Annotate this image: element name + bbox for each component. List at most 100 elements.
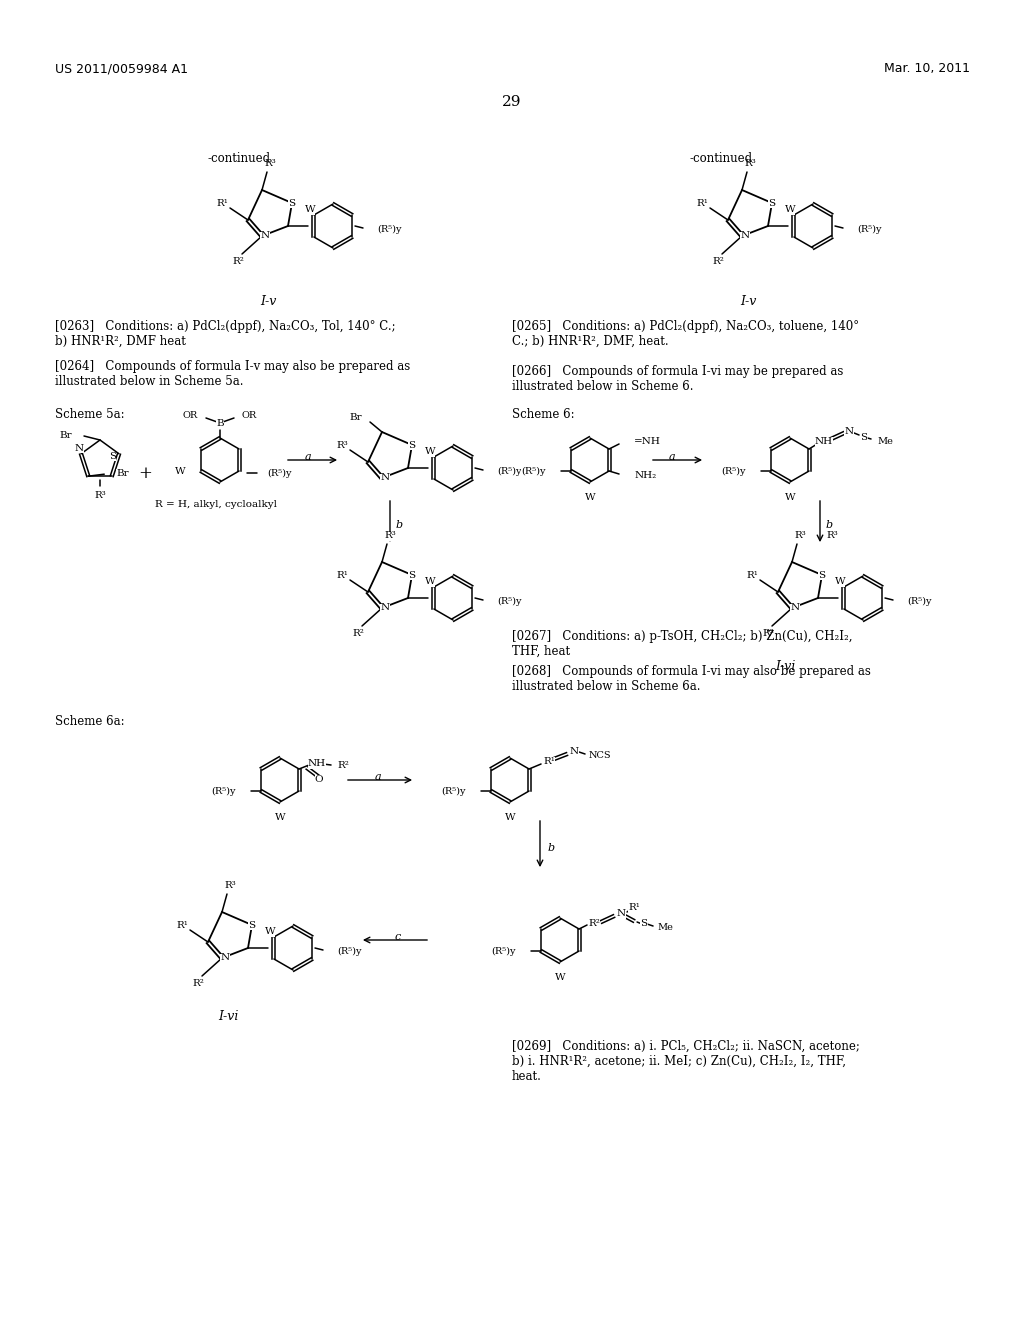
- Text: NH: NH: [815, 437, 834, 446]
- Text: R²: R²: [352, 630, 364, 639]
- Text: (R⁵)y: (R⁵)y: [521, 466, 546, 475]
- Text: N: N: [569, 747, 579, 756]
- Text: W: W: [425, 578, 435, 586]
- Text: W: W: [784, 492, 796, 502]
- Text: +: +: [138, 465, 152, 482]
- Text: Me: Me: [657, 923, 673, 932]
- Text: N: N: [381, 603, 389, 612]
- Text: =NH: =NH: [634, 437, 660, 446]
- Text: NH: NH: [308, 759, 326, 768]
- Text: I-vi: I-vi: [218, 1010, 239, 1023]
- Text: R³: R³: [224, 882, 236, 891]
- Text: R³: R³: [795, 532, 806, 540]
- Text: R²: R²: [193, 979, 204, 989]
- Text: S: S: [289, 198, 296, 207]
- Text: NH₂: NH₂: [634, 471, 656, 480]
- Text: W: W: [264, 928, 275, 936]
- Text: (R⁵)y: (R⁵)y: [857, 224, 882, 234]
- Text: (R⁵)y: (R⁵)y: [337, 946, 361, 956]
- Text: R²: R²: [762, 630, 774, 639]
- Text: W: W: [175, 466, 186, 475]
- Text: Scheme 6:: Scheme 6:: [512, 408, 574, 421]
- Text: [0265]   Conditions: a) PdCl₂(dppf), Na₂CO₃, toluene, 140°
C.; b) HNR¹R², DMF, h: [0265] Conditions: a) PdCl₂(dppf), Na₂CO…: [512, 319, 859, 348]
- Text: S: S: [249, 920, 256, 929]
- Text: B: B: [216, 418, 224, 428]
- Text: c: c: [395, 932, 401, 942]
- Text: [0266]   Compounds of formula I-vi may be prepared as
illustrated below in Schem: [0266] Compounds of formula I-vi may be …: [512, 366, 844, 393]
- Text: Mar. 10, 2011: Mar. 10, 2011: [884, 62, 970, 75]
- Text: (R⁵)y: (R⁵)y: [211, 787, 236, 796]
- Text: W: W: [835, 578, 846, 586]
- Text: OR: OR: [182, 412, 198, 421]
- Text: [0264]   Compounds of formula I-v may also be prepared as
illustrated below in S: [0264] Compounds of formula I-v may also…: [55, 360, 411, 388]
- Text: R = H, alkyl, cycloalkyl: R = H, alkyl, cycloalkyl: [155, 500, 278, 510]
- Text: N: N: [845, 426, 854, 436]
- Text: R³: R³: [384, 532, 396, 540]
- Text: [0263]   Conditions: a) PdCl₂(dppf), Na₂CO₃, Tol, 140° C.;
b) HNR¹R², DMF heat: [0263] Conditions: a) PdCl₂(dppf), Na₂CO…: [55, 319, 395, 348]
- Text: W: W: [555, 973, 565, 982]
- Text: N: N: [260, 231, 269, 240]
- Text: N: N: [740, 231, 750, 240]
- Text: 29: 29: [502, 95, 522, 110]
- Text: (R⁵)y: (R⁵)y: [497, 466, 521, 475]
- Text: [0268]   Compounds of formula I-vi may also be prepared as
illustrated below in : [0268] Compounds of formula I-vi may als…: [512, 665, 870, 693]
- Text: Br: Br: [349, 412, 362, 421]
- Text: b: b: [548, 843, 555, 853]
- Text: S: S: [768, 198, 775, 207]
- Text: R¹: R¹: [336, 572, 348, 581]
- Text: N: N: [791, 603, 800, 612]
- Text: S: S: [409, 570, 416, 579]
- Text: Me: Me: [877, 437, 893, 446]
- Text: S: S: [109, 453, 116, 461]
- Text: I-vi: I-vi: [775, 660, 796, 673]
- Text: S: S: [860, 433, 867, 441]
- Text: S: S: [409, 441, 416, 450]
- Text: W: W: [274, 813, 286, 821]
- Text: a: a: [375, 772, 381, 781]
- Text: (R⁵)y: (R⁵)y: [497, 597, 521, 606]
- Text: W: W: [425, 447, 435, 457]
- Text: W: W: [305, 206, 315, 214]
- Text: b: b: [396, 520, 403, 531]
- Text: Scheme 5a:: Scheme 5a:: [55, 408, 125, 421]
- Text: W: W: [585, 492, 595, 502]
- Text: (R⁵)y: (R⁵)y: [907, 597, 932, 606]
- Text: R²: R²: [232, 257, 244, 267]
- Text: Scheme 6a:: Scheme 6a:: [55, 715, 125, 729]
- Text: R²: R²: [712, 257, 724, 267]
- Text: N: N: [381, 474, 389, 483]
- Text: [0269]   Conditions: a) i. PCl₅, CH₂Cl₂; ii. NaSCN, acetone;
b) i. HNR¹R², aceto: [0269] Conditions: a) i. PCl₅, CH₂Cl₂; i…: [512, 1040, 860, 1082]
- Text: [0267]   Conditions: a) p-TsOH, CH₂Cl₂; b) Zn(Cu), CH₂I₂,
THF, heat: [0267] Conditions: a) p-TsOH, CH₂Cl₂; b)…: [512, 630, 853, 657]
- Text: N: N: [220, 953, 229, 962]
- Text: R²: R²: [337, 762, 349, 771]
- Text: -continued: -continued: [208, 152, 271, 165]
- Text: -continued: -continued: [690, 152, 753, 165]
- Text: R¹: R¹: [176, 921, 188, 931]
- Text: (R⁵)y: (R⁵)y: [267, 469, 292, 478]
- Text: S: S: [640, 920, 647, 928]
- Text: Br: Br: [59, 430, 72, 440]
- Text: R¹: R¹: [696, 199, 708, 209]
- Text: N: N: [75, 445, 84, 453]
- Text: R³: R³: [744, 160, 756, 169]
- Text: S: S: [818, 570, 825, 579]
- Text: I-v: I-v: [739, 294, 756, 308]
- Text: W: W: [505, 813, 515, 821]
- Text: NCS: NCS: [589, 751, 611, 760]
- Text: US 2011/0059984 A1: US 2011/0059984 A1: [55, 62, 188, 75]
- Text: R²: R²: [588, 920, 600, 928]
- Text: R³: R³: [826, 532, 838, 540]
- Text: b: b: [826, 520, 834, 531]
- Text: W: W: [784, 206, 796, 214]
- Text: R³: R³: [94, 491, 105, 499]
- Text: a: a: [669, 451, 675, 462]
- Text: (R⁵)y: (R⁵)y: [492, 946, 516, 956]
- Text: (R⁵)y: (R⁵)y: [722, 466, 745, 475]
- Text: R³: R³: [264, 160, 275, 169]
- Text: a: a: [305, 451, 311, 462]
- Text: (R⁵)y: (R⁵)y: [441, 787, 466, 796]
- Text: R¹: R¹: [216, 199, 228, 209]
- Text: O: O: [314, 775, 324, 784]
- Text: OR: OR: [242, 412, 257, 421]
- Text: N: N: [616, 909, 626, 919]
